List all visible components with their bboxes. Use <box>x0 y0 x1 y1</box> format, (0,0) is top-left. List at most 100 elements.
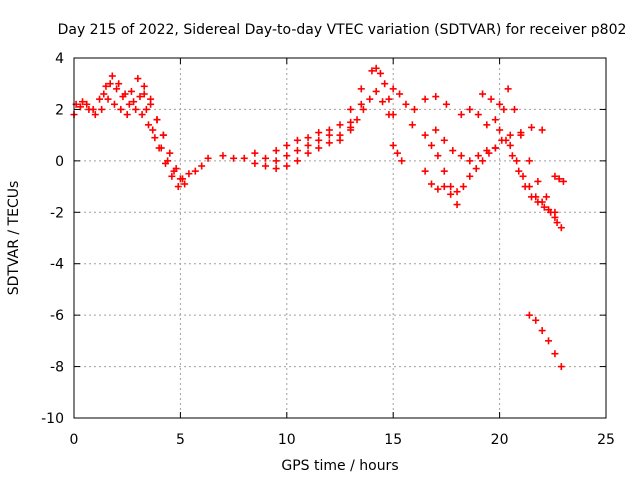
data-point <box>479 90 487 98</box>
data-point <box>153 116 161 124</box>
series-s6 <box>272 123 355 155</box>
data-point <box>142 105 150 113</box>
data-point <box>389 85 397 93</box>
data-point <box>283 162 291 170</box>
data-point <box>474 152 482 160</box>
data-point <box>159 131 167 139</box>
data-point <box>104 95 112 103</box>
data-point <box>466 157 474 165</box>
data-point <box>185 170 193 178</box>
series-s18 <box>506 141 559 221</box>
data-point <box>100 90 108 98</box>
data-point <box>434 185 442 193</box>
data-point <box>557 224 565 232</box>
y-tick-label: 0 <box>55 154 64 170</box>
data-point <box>98 105 106 113</box>
data-point <box>408 121 416 129</box>
data-point <box>513 157 521 165</box>
data-point <box>181 180 189 188</box>
data-point <box>534 177 542 185</box>
data-point <box>168 172 176 180</box>
data-point <box>83 100 91 108</box>
data-point <box>140 82 148 90</box>
series-s2 <box>72 93 189 191</box>
data-point <box>525 311 533 319</box>
data-point <box>353 116 361 124</box>
series-s17 <box>496 126 561 227</box>
data-point <box>421 131 429 139</box>
data-point <box>472 165 480 173</box>
data-point <box>357 100 365 108</box>
data-point <box>204 154 212 162</box>
data-point <box>434 152 442 160</box>
data-point <box>240 154 248 162</box>
series-s7 <box>347 87 393 134</box>
data-point <box>421 95 429 103</box>
data-point <box>132 105 140 113</box>
data-point <box>91 111 99 119</box>
data-point <box>347 126 355 134</box>
data-point <box>402 100 410 108</box>
data-point <box>389 141 397 149</box>
data-point <box>538 198 546 206</box>
data-point <box>325 139 333 147</box>
data-point <box>372 87 380 95</box>
data-point <box>251 159 259 167</box>
data-point <box>283 152 291 160</box>
data-point <box>76 103 84 111</box>
series-s15 <box>457 105 508 129</box>
data-point <box>123 111 131 119</box>
data-point <box>315 144 323 152</box>
series-s21 <box>551 172 567 185</box>
data-point <box>508 152 516 160</box>
x-tick-label: 25 <box>597 432 615 448</box>
data-point <box>491 144 499 152</box>
data-point <box>79 98 87 106</box>
data-point <box>447 183 455 191</box>
data-point <box>136 93 144 101</box>
data-point <box>174 183 182 191</box>
data-point <box>442 100 450 108</box>
series-s20 <box>525 311 565 371</box>
data-point <box>504 85 512 93</box>
data-point <box>170 167 178 175</box>
data-point <box>379 98 387 106</box>
data-point <box>525 157 533 165</box>
data-point <box>428 180 436 188</box>
series-s16 <box>479 85 565 232</box>
data-point <box>551 350 559 358</box>
x-tick-label: 10 <box>278 432 296 448</box>
data-point <box>385 95 393 103</box>
series-s8 <box>372 64 397 119</box>
data-point <box>272 157 280 165</box>
data-point <box>304 141 312 149</box>
data-point <box>336 136 344 144</box>
series-s14 <box>432 126 499 165</box>
data-point <box>396 90 404 98</box>
data-point <box>474 111 482 119</box>
data-point <box>108 72 116 80</box>
data-point <box>483 147 491 155</box>
data-point <box>149 126 157 134</box>
data-point <box>176 175 184 183</box>
data-point <box>147 100 155 108</box>
data-point <box>528 123 536 131</box>
y-axis-ticks: 4 2 0 -2 -4 -6 -8 -10 <box>41 51 606 427</box>
x-tick-label: 0 <box>70 432 79 448</box>
data-point <box>368 67 376 75</box>
data-point <box>198 162 206 170</box>
data-point <box>440 183 448 191</box>
data-point <box>432 93 440 101</box>
data-point <box>381 80 389 88</box>
data-point <box>304 149 312 157</box>
data-point <box>85 105 93 113</box>
x-axis-label: GPS time / hours <box>281 458 398 474</box>
data-point <box>315 136 323 144</box>
data-point <box>315 129 323 137</box>
data-point <box>457 111 465 119</box>
data-point <box>102 82 110 90</box>
data-point <box>410 105 418 113</box>
data-point <box>453 201 461 209</box>
data-point <box>293 136 301 144</box>
